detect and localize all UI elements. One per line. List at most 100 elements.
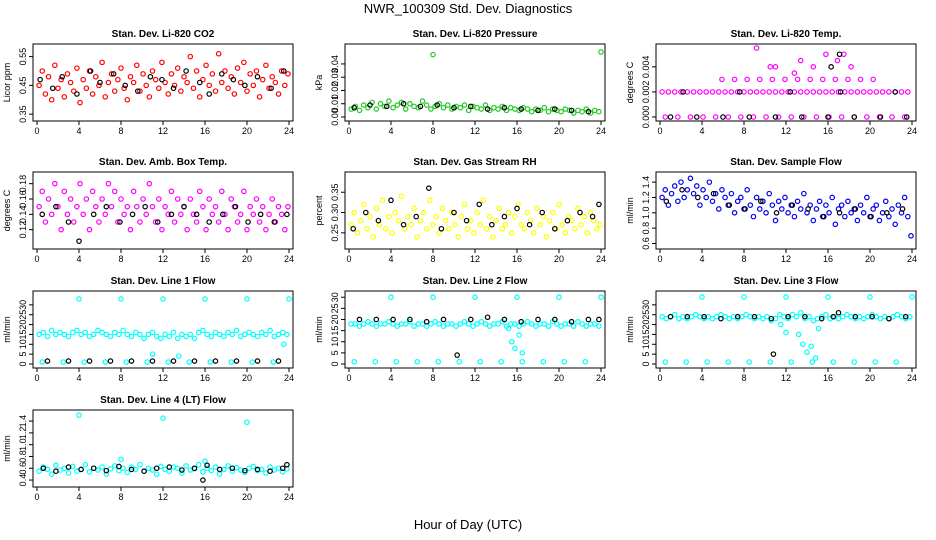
data-point: [253, 68, 260, 74]
data-point: [868, 213, 874, 220]
data-point: [99, 329, 105, 336]
data-point: [543, 234, 550, 240]
data-point: [766, 190, 773, 197]
data-point: [74, 203, 80, 210]
data-point: [96, 219, 102, 225]
x-tick-label: 4: [699, 126, 704, 136]
data-point: [845, 198, 851, 205]
data-point: [760, 89, 766, 95]
data-point: [225, 226, 231, 233]
data-point: [53, 203, 59, 210]
data-point: [782, 76, 788, 83]
data-point: [354, 230, 361, 236]
data-point: [215, 219, 222, 225]
plot-frame: [32, 409, 294, 488]
x-tick-label: 20: [554, 254, 564, 264]
data-point: [577, 209, 583, 216]
data-point: [744, 187, 750, 193]
data-point: [451, 209, 457, 216]
data-point: [561, 358, 568, 365]
data-point: [36, 82, 42, 89]
data-point: [208, 333, 215, 340]
x-tick-label: 0: [657, 126, 662, 136]
data-point: [170, 85, 177, 92]
plot-panel: Stan. Dev. Sample Flow 0 4 8 12 16 20 24 0.6 0.8 1…: [625, 157, 917, 264]
data-point: [45, 73, 52, 80]
data-point: [810, 89, 817, 95]
data-point: [909, 294, 915, 300]
data-point: [899, 206, 906, 212]
data-point: [216, 471, 223, 477]
data-point: [89, 91, 96, 97]
plot-title: Stan. Dev. Li-820 CO2: [112, 29, 215, 40]
data-point: [753, 89, 760, 95]
data-point: [165, 359, 172, 365]
data-point: [220, 211, 226, 218]
data-point: [818, 313, 825, 320]
data-point: [816, 198, 823, 205]
data-point: [275, 331, 282, 338]
data-point: [877, 114, 884, 120]
data-point: [741, 294, 747, 300]
x-tick-label: 12: [158, 492, 168, 502]
data-point: [813, 114, 820, 120]
data-point: [373, 316, 380, 323]
data-point: [229, 468, 236, 475]
data-point: [747, 89, 754, 95]
data-point: [787, 89, 794, 95]
data-point: [259, 203, 266, 210]
data-point: [556, 294, 562, 301]
data-point: [493, 217, 499, 224]
data-point: [785, 89, 791, 95]
data-point: [124, 203, 131, 210]
y-tick-label: 0.004: [641, 56, 651, 79]
data-point: [860, 210, 867, 216]
data-point: [99, 196, 105, 202]
data-point: [591, 321, 598, 327]
data-point: [389, 230, 395, 236]
data-point: [568, 107, 575, 114]
data-point: [256, 94, 263, 100]
data-point: [825, 114, 831, 120]
data-point: [49, 85, 56, 92]
data-point: [39, 68, 46, 74]
data-point: [233, 358, 240, 364]
data-point: [477, 358, 484, 365]
data-point: [388, 294, 394, 301]
data-point: [360, 321, 367, 327]
data-point: [449, 321, 455, 327]
data-point: [690, 89, 697, 95]
data-point: [145, 331, 152, 338]
data-point: [135, 88, 141, 94]
data-point: [852, 206, 859, 212]
data-point: [107, 358, 114, 364]
data-point: [860, 315, 867, 322]
y-axis-label: degrees C: [2, 189, 12, 231]
data-point: [99, 59, 105, 66]
y-tick-label: 0.04: [330, 55, 340, 73]
data-point: [830, 313, 837, 320]
data-point: [690, 190, 697, 197]
data-point: [857, 76, 864, 83]
data-point: [823, 202, 829, 208]
data-point: [44, 358, 51, 364]
data-point: [585, 316, 592, 323]
data-point: [48, 211, 55, 218]
x-tick-label: 4: [76, 126, 81, 136]
data-point: [52, 180, 58, 187]
data-point: [722, 89, 728, 95]
data-point: [225, 329, 231, 336]
data-point: [848, 64, 854, 70]
data-point: [659, 89, 665, 95]
data-point: [436, 230, 443, 236]
data-point: [756, 76, 763, 83]
data-point: [183, 68, 189, 74]
data-point: [372, 358, 379, 365]
x-tick-label: 20: [242, 492, 252, 502]
x-tick-label: 0: [34, 492, 39, 502]
data-point: [108, 71, 115, 77]
data-point: [203, 226, 209, 233]
data-point: [788, 114, 795, 120]
data-point: [805, 206, 811, 212]
